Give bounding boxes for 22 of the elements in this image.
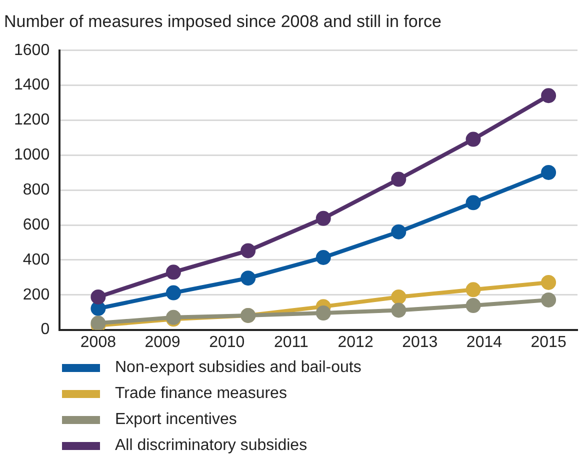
y-tick-label: 1600 <box>14 42 50 59</box>
x-tick-label: 2014 <box>466 334 502 351</box>
legend-label: All discriminatory subsidies <box>115 437 308 455</box>
y-tick-label: 0 <box>40 321 50 338</box>
x-tick-label: 2012 <box>338 334 374 351</box>
y-tick-label: 600 <box>22 216 50 234</box>
legend-label: Export incentives <box>115 411 237 429</box>
x-tick-label: 2010 <box>209 334 245 351</box>
x-tick-label: 2013 <box>402 334 438 351</box>
x-tick-label: 2015 <box>530 334 566 351</box>
x-tick-label: 2009 <box>144 334 180 351</box>
legend-label: Trade finance measures <box>115 385 287 403</box>
y-tick-label: 1200 <box>14 112 50 129</box>
y-tick-label: 1000 <box>14 146 50 164</box>
y-tick-label: 1400 <box>14 76 50 94</box>
y-tick-label: 400 <box>22 251 50 268</box>
y-tick-label: 800 <box>22 182 50 199</box>
x-tick-label: 2008 <box>80 334 116 351</box>
x-tick-label: 2011 <box>274 334 309 351</box>
legend-label: Non-export subsidies and bail-outs <box>115 359 362 377</box>
y-tick-label: 200 <box>22 286 50 304</box>
chart-title: Number of measures imposed since 2008 and still in force <box>4 12 442 31</box>
